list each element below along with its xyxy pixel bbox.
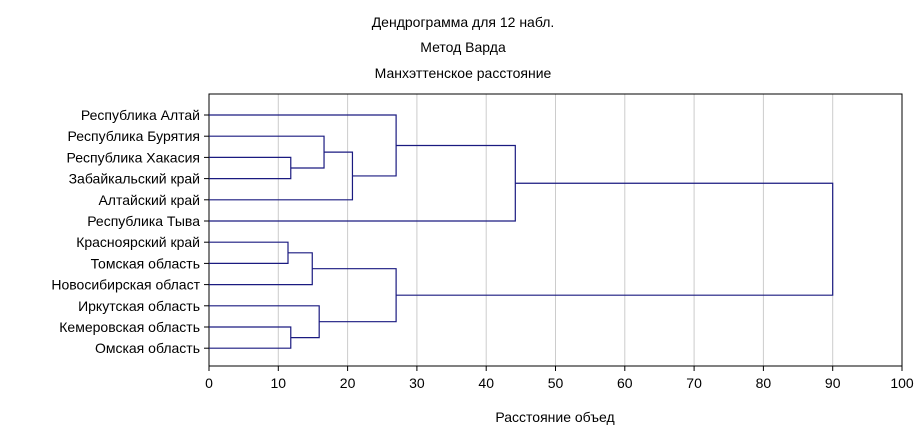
merge-link <box>209 135 325 169</box>
merge-link <box>209 151 354 201</box>
x-tick-label: 50 <box>548 375 564 391</box>
x-tick-label: 20 <box>340 375 356 391</box>
leaf-label: Омская область <box>95 340 200 356</box>
leaf-labels: Республика Алтай Республика Бурятия Респуб… <box>51 107 209 356</box>
chart-subtitle-method: Метод Варда <box>420 39 506 55</box>
leaf-label: Республика Тыва <box>87 213 200 229</box>
x-tick-label: 0 <box>205 375 213 391</box>
leaf-label: Алтайский край <box>98 192 200 208</box>
merge-link <box>209 241 289 264</box>
merge-link <box>396 182 834 296</box>
x-tick-label: 100 <box>890 375 914 391</box>
leaf-label: Красноярский край <box>76 234 200 250</box>
x-axis-ticks: 0 10 20 30 40 50 60 70 80 90 100 <box>205 366 914 391</box>
leaf-label: Томская область <box>91 255 200 271</box>
x-tick-label: 80 <box>756 375 772 391</box>
merge-link <box>312 268 397 323</box>
leaf-label: Республика Бурятия <box>68 128 200 144</box>
grid-lines <box>277 94 834 366</box>
chart-title: Дендрограмма для 12 набл. <box>372 14 555 30</box>
leaf-label: Иркутская область <box>78 298 200 314</box>
leaf-label: Республика Хакасия <box>67 149 200 165</box>
x-tick-label: 30 <box>409 375 425 391</box>
x-tick-label: 10 <box>271 375 287 391</box>
x-tick-label: 70 <box>686 375 702 391</box>
x-axis-label: Расстояние объед <box>495 409 614 425</box>
dendrogram-links <box>209 114 834 349</box>
leaf-label: Забайкальский край <box>69 171 200 187</box>
x-tick-label: 90 <box>825 375 841 391</box>
merge-link <box>209 252 313 286</box>
x-tick-label: 60 <box>617 375 633 391</box>
merge-link <box>209 305 320 339</box>
leaf-label: Республика Алтай <box>81 107 200 123</box>
chart-subtitle-distance: Манхэттенское расстояние <box>375 65 552 81</box>
merge-link <box>209 114 397 177</box>
leaf-label: Новосибирская област <box>51 277 200 293</box>
leaf-label: Кемеровская область <box>59 319 200 335</box>
x-tick-label: 40 <box>478 375 494 391</box>
